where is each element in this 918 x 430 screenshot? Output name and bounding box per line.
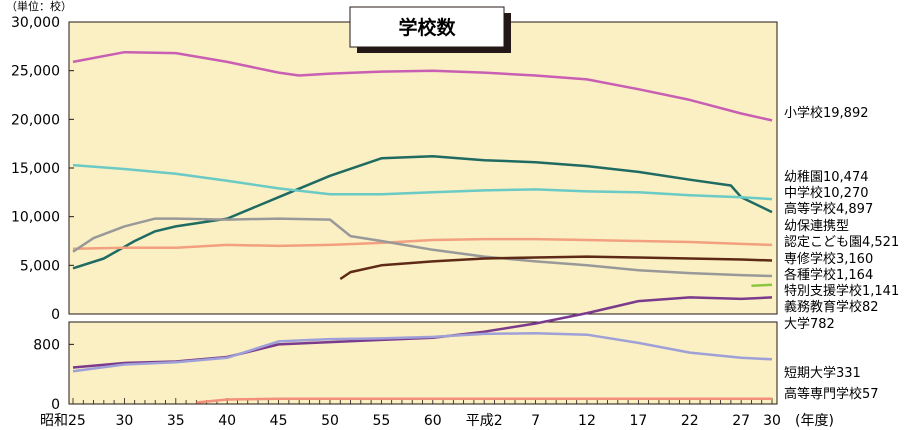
upper-y-tick-label: 10,000 xyxy=(11,210,60,226)
x-axis-label: (年度) xyxy=(795,413,834,429)
x-tick-label: 22 xyxy=(681,413,699,429)
x-tick-label: 17 xyxy=(629,413,647,429)
series-end-label: 各種学校1,164 xyxy=(784,267,873,283)
upper-y-tick-label: 20,000 xyxy=(11,112,60,128)
series-end-label: 特別支援学校1,141 xyxy=(784,283,899,299)
series-line xyxy=(72,163,773,201)
x-tick-label: 45 xyxy=(270,413,288,429)
upper-y-tick-label: 15,000 xyxy=(11,161,60,177)
series-end-label: 大学782 xyxy=(784,316,835,332)
series-line xyxy=(72,331,773,373)
x-tick-label: 30 xyxy=(115,413,133,429)
title-box xyxy=(349,6,505,48)
series-line xyxy=(72,237,773,251)
x-tick-label: 平成2 xyxy=(466,413,503,429)
lower-y-tick-label: 0 xyxy=(51,397,60,413)
chart-title: 学校数 xyxy=(398,16,456,39)
series-end-label: 幼保連携型 xyxy=(784,218,849,234)
x-tick-label: 27 xyxy=(732,413,750,429)
upper-y-axis: 0 5,000 10,000 15,000 20,000 25,000 30,000 xyxy=(11,15,74,323)
x-tick-label: 7 xyxy=(531,413,540,429)
series-line xyxy=(72,50,773,122)
series-end-label: 短期大学331 xyxy=(784,365,861,381)
upper-y-tick-label: 25,000 xyxy=(11,64,60,80)
x-tick-label: 12 xyxy=(578,413,596,429)
upper-y-tick-label: 0 xyxy=(51,307,60,323)
series-end-label: 専修学校3,160 xyxy=(784,251,873,267)
unit-label: （単位：校） xyxy=(6,0,72,13)
x-tick-label: 昭和25 xyxy=(40,413,86,429)
upper-series xyxy=(72,50,773,288)
lower-y-tick-label: 800 xyxy=(33,337,60,353)
upper-y-tick-label: 30,000 xyxy=(11,15,60,31)
series-end-label: 中学校10,270 xyxy=(784,185,869,201)
series-end-label: 認定こども園4,521 xyxy=(784,234,899,250)
x-axis: 昭和25 30 35 40 45 50 55 60 平成2 7 12 17 22 27 30 xyxy=(40,398,781,429)
upper-plot-area xyxy=(68,21,778,315)
chart-title-box: 学校数 xyxy=(349,6,511,53)
x-tick-label: 60 xyxy=(424,413,442,429)
lower-plot-area xyxy=(68,321,778,405)
x-tick-label: 30 xyxy=(763,413,781,429)
x-tick-label: 35 xyxy=(167,413,185,429)
series-end-labels: 小学校19,892 幼稚園10,474中学校10,270高等学校4,897幼保連携… xyxy=(784,105,899,402)
series-end-label: 高等学校4,897 xyxy=(784,201,873,217)
series-end-label: 幼稚園10,474 xyxy=(784,170,869,185)
x-tick-label: 50 xyxy=(321,413,339,429)
lower-series xyxy=(72,296,773,404)
series-line xyxy=(72,217,773,278)
series-end-label: 高等専門学校57 xyxy=(784,386,879,402)
x-tick-label: 55 xyxy=(372,413,390,429)
series-line xyxy=(72,155,773,270)
upper-y-tick-label: 5,000 xyxy=(20,258,60,274)
series-line xyxy=(751,283,773,288)
lower-y-axis: 0 800 xyxy=(33,337,74,413)
series-line xyxy=(196,397,772,404)
series-end-label: 義務教育学校82 xyxy=(784,299,879,315)
series-end-label: 小学校19,892 xyxy=(784,105,869,121)
x-tick-label: 40 xyxy=(218,413,236,429)
series-line xyxy=(339,255,773,281)
